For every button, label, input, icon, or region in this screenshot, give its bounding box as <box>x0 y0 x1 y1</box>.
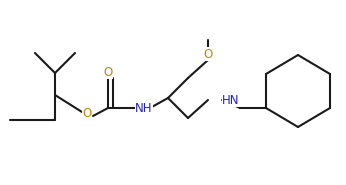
Text: NH: NH <box>135 102 153 115</box>
Text: HN: HN <box>222 93 240 107</box>
Text: O: O <box>203 48 213 60</box>
Text: O: O <box>103 65 113 78</box>
Text: O: O <box>82 107 92 120</box>
